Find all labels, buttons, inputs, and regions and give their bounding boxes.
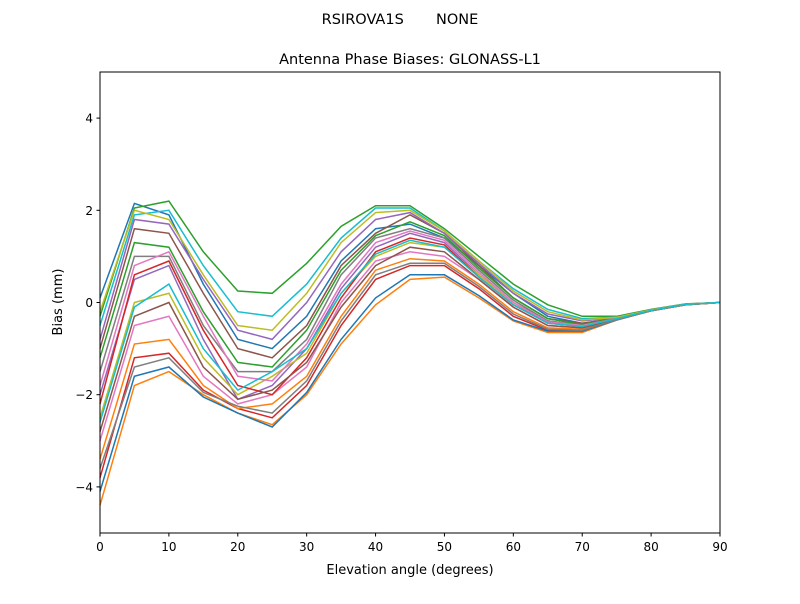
x-tick-label: 90 xyxy=(712,540,727,554)
series-lines xyxy=(99,200,721,506)
x-axis: 0 10 20 30 40 50 60 70 80 90 xyxy=(96,533,728,554)
y-axis-label: Bias (mm) xyxy=(51,269,66,336)
x-tick-label: 30 xyxy=(299,540,314,554)
x-tick-label: 10 xyxy=(161,540,176,554)
y-tick-label: 0 xyxy=(85,296,93,310)
x-tick-label: 60 xyxy=(506,540,521,554)
x-tick-label: 20 xyxy=(230,540,245,554)
x-tick-label: 40 xyxy=(368,540,383,554)
series-line-20 xyxy=(99,239,721,423)
series-line-18 xyxy=(99,262,721,469)
chart-title: Antenna Phase Biases: GLONASS-L1 xyxy=(279,52,541,68)
series-line-19 xyxy=(99,209,721,331)
chart-suptitle: RSIROVA1S NONE xyxy=(322,12,479,28)
series-line-13 xyxy=(99,220,721,368)
y-tick-label: 2 xyxy=(85,204,93,218)
x-axis-label: Elevation angle (degrees) xyxy=(326,563,493,578)
x-tick-label: 80 xyxy=(643,540,658,554)
x-tick-label: 50 xyxy=(437,540,452,554)
y-axis: −4 −2 0 2 4 xyxy=(75,112,100,494)
series-line-11 xyxy=(99,274,721,492)
x-tick-label: 0 xyxy=(96,540,104,554)
series-line-2 xyxy=(99,276,721,506)
y-tick-label: 4 xyxy=(85,112,93,126)
y-tick-label: −4 xyxy=(75,480,93,494)
x-tick-label: 70 xyxy=(575,540,590,554)
y-tick-label: −2 xyxy=(75,388,93,402)
plot-frame xyxy=(99,71,721,534)
series-line-3 xyxy=(99,200,721,318)
